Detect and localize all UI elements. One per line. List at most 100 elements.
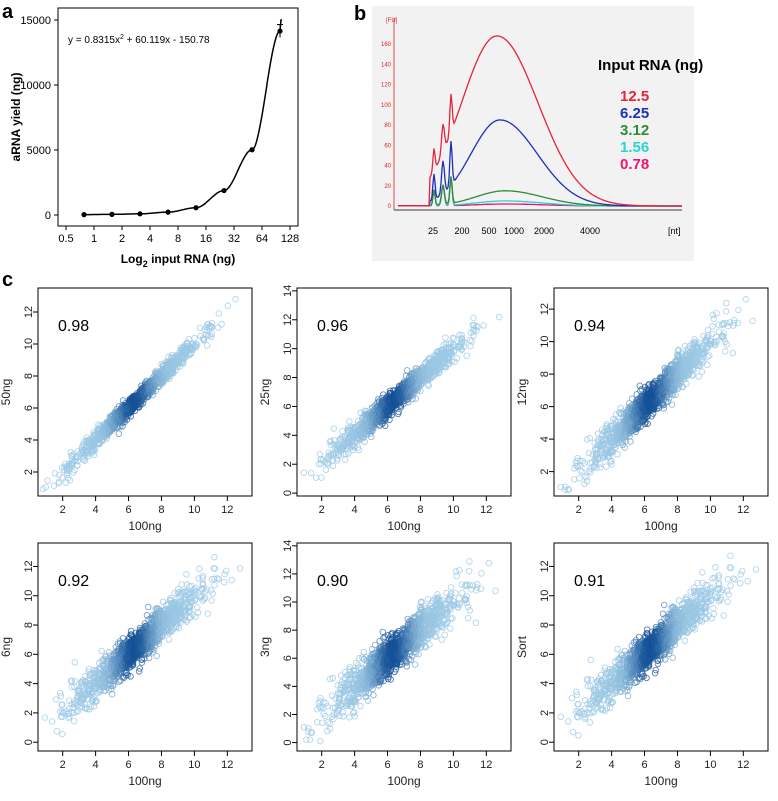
panel-c-point [403,367,411,374]
panel-c-xtick-label: 6 [384,504,390,516]
panel-b-ytick-label: 140 [381,62,392,68]
panel-c-xtick-label: 10 [704,504,716,516]
panel-c-point [495,313,503,321]
panel-c-point [742,296,750,303]
panel-c-point [194,604,201,611]
panel-c-ytick-label: 4 [539,436,551,442]
panel-c-point [341,456,349,463]
panel-c-point [709,311,717,319]
panel-b-ytick-label: 120 [381,83,392,89]
panel-b-xtick-label: 500 [481,226,496,236]
panel-c-xlabel: 100ng [644,519,677,533]
panel-c-point [710,315,718,323]
panel-c-point [466,336,474,344]
panel-c-point [59,730,66,738]
panel-a-point [81,212,87,218]
panel-c-point [81,457,89,464]
panel-c-ytick-label: 10 [282,343,294,355]
panel-c-xlabel: 100ng [387,519,420,533]
panel-c-ytick-label: 10 [23,338,35,350]
panel-c-point [307,469,315,477]
panel-c-point [191,334,198,342]
panel-c-point [346,418,353,425]
panel-c-ytick-label: 12 [282,314,294,326]
panel-c-point [470,314,477,322]
panel-b-ytick-label: 100 [381,103,392,109]
panel-c-ytick-label: 8 [282,374,294,380]
panel-b-legend-title: Input RNA (ng) [598,57,703,74]
panel-c-ylabel: 25ng [258,379,272,406]
panel-b-legend-item: 12.5 [620,88,649,105]
panel-c-point [330,425,338,432]
panel-c-point [729,349,737,357]
panel-c-correlation: 0.96 [317,318,348,335]
panel-c-ytick-label: 4 [23,437,35,443]
panel-c-xtick-label: 12 [480,504,492,516]
panel-b-ytick-label: 40 [384,164,391,170]
panel-c-point [208,319,216,327]
panel-b-ytick-label: 60 [384,143,391,149]
panel-c-point [228,576,235,584]
panel-c-point [713,309,720,317]
panel-c-xtick-label: 2 [319,504,325,516]
panel-c-point [442,334,449,341]
panel-c-letter: c [2,269,13,291]
panel-c-ytick-label: 14 [282,285,294,297]
panel-c-ytick-label: 8 [539,371,551,377]
panel-c-point [576,475,583,482]
panel-c-point [749,317,756,325]
panel-c-point [339,427,346,435]
panel-c-point [587,468,594,476]
panel-c-xtick-label: 8 [158,504,164,516]
panel-b-legend-item: 3.12 [620,122,649,139]
panel-c-point [215,310,223,317]
panel-c-point [196,565,203,573]
panel-c-correlation: 0.94 [574,318,605,335]
panel-a-xtick-label: 0.5 [58,233,73,245]
panel-a-xtick-label: 1 [91,233,97,245]
panel-c-point [211,553,218,561]
panel-a-ytick-label: 0 [45,210,51,222]
panel-c-ytick-label: 6 [539,404,551,410]
panel-c-xtick-label: 4 [352,504,358,516]
panel-c-point [204,610,211,617]
panel-c-xtick-label: 8 [417,504,423,516]
panel-c-xtick-label: 10 [447,504,459,516]
panel-c-ytick-label: 10 [539,336,551,348]
panel-c-point [709,323,716,330]
panel-c-xtick-label: 4 [609,504,615,516]
panel-a-ytick-label: 15000 [20,15,51,27]
panel-c-xtick-label: 10 [188,504,200,516]
panel-b-ytick-label: 160 [381,42,392,48]
panel-c-xtick-label: 8 [674,504,680,516]
panel-a-equation: y = 0.8315x2 + 60.119x - 150.78 [68,34,210,46]
panel-a-point [137,211,143,217]
panel-c-point [98,647,105,655]
panel-c-point [722,308,730,315]
panel-c-point [165,636,173,643]
panel-c-point [183,571,190,578]
panel-c-point [211,581,218,589]
panel-a-fit-curve [84,19,282,216]
panel-c-point [208,333,215,341]
panel-c-xtick-label: 4 [93,504,99,516]
panel-b-xtick-label: 2000 [534,226,554,236]
panel-c-point [312,474,320,481]
panel-a-xtick-label: 8 [175,233,181,245]
panel-c-point [594,430,602,437]
panel-c-point [578,468,586,476]
panel-a-xtick-label: 64 [256,233,268,245]
panel-c-point [203,342,211,349]
panel-a-xtick-label: 2 [119,233,125,245]
panel-b-xtick-label: 1000 [504,226,524,236]
panel-c-point [74,457,81,465]
panel-b-letter: b [354,3,366,25]
panel-a-xtick-label: 128 [281,233,299,245]
panel-a-point [221,187,227,194]
panel-b-legend-item: 1.56 [620,139,649,156]
panel-b-xtick-label: 25 [428,226,438,236]
panel-a-ytick-label: 10000 [20,80,51,92]
